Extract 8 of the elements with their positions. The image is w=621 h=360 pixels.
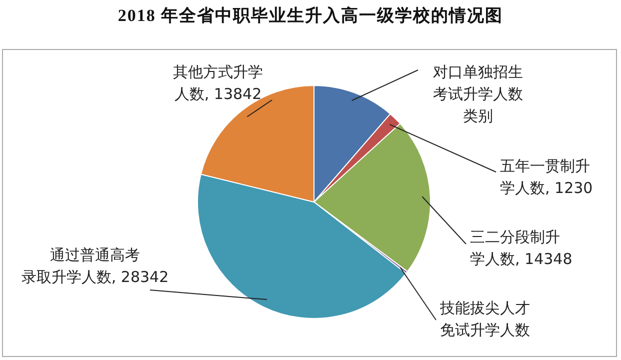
slice-label: 技能拔尖人才免试升学人数 xyxy=(439,298,530,339)
slice-label: 其他方式升学人数, 13842 xyxy=(173,62,263,103)
chart-title: 2018 年全省中职毕业生升入高一级学校的情况图 xyxy=(116,5,504,27)
slice-label: 对口单独招生考试升学人数 xyxy=(433,62,523,103)
slice-label: 五年一贯制升学人数, 1230 xyxy=(500,156,593,197)
slice-label: 通过普通高考录取升学人数, 28342 xyxy=(21,246,169,286)
text: 类别 xyxy=(463,106,493,125)
slice-label: 三二分段制升学人数, 14348 xyxy=(470,228,572,268)
